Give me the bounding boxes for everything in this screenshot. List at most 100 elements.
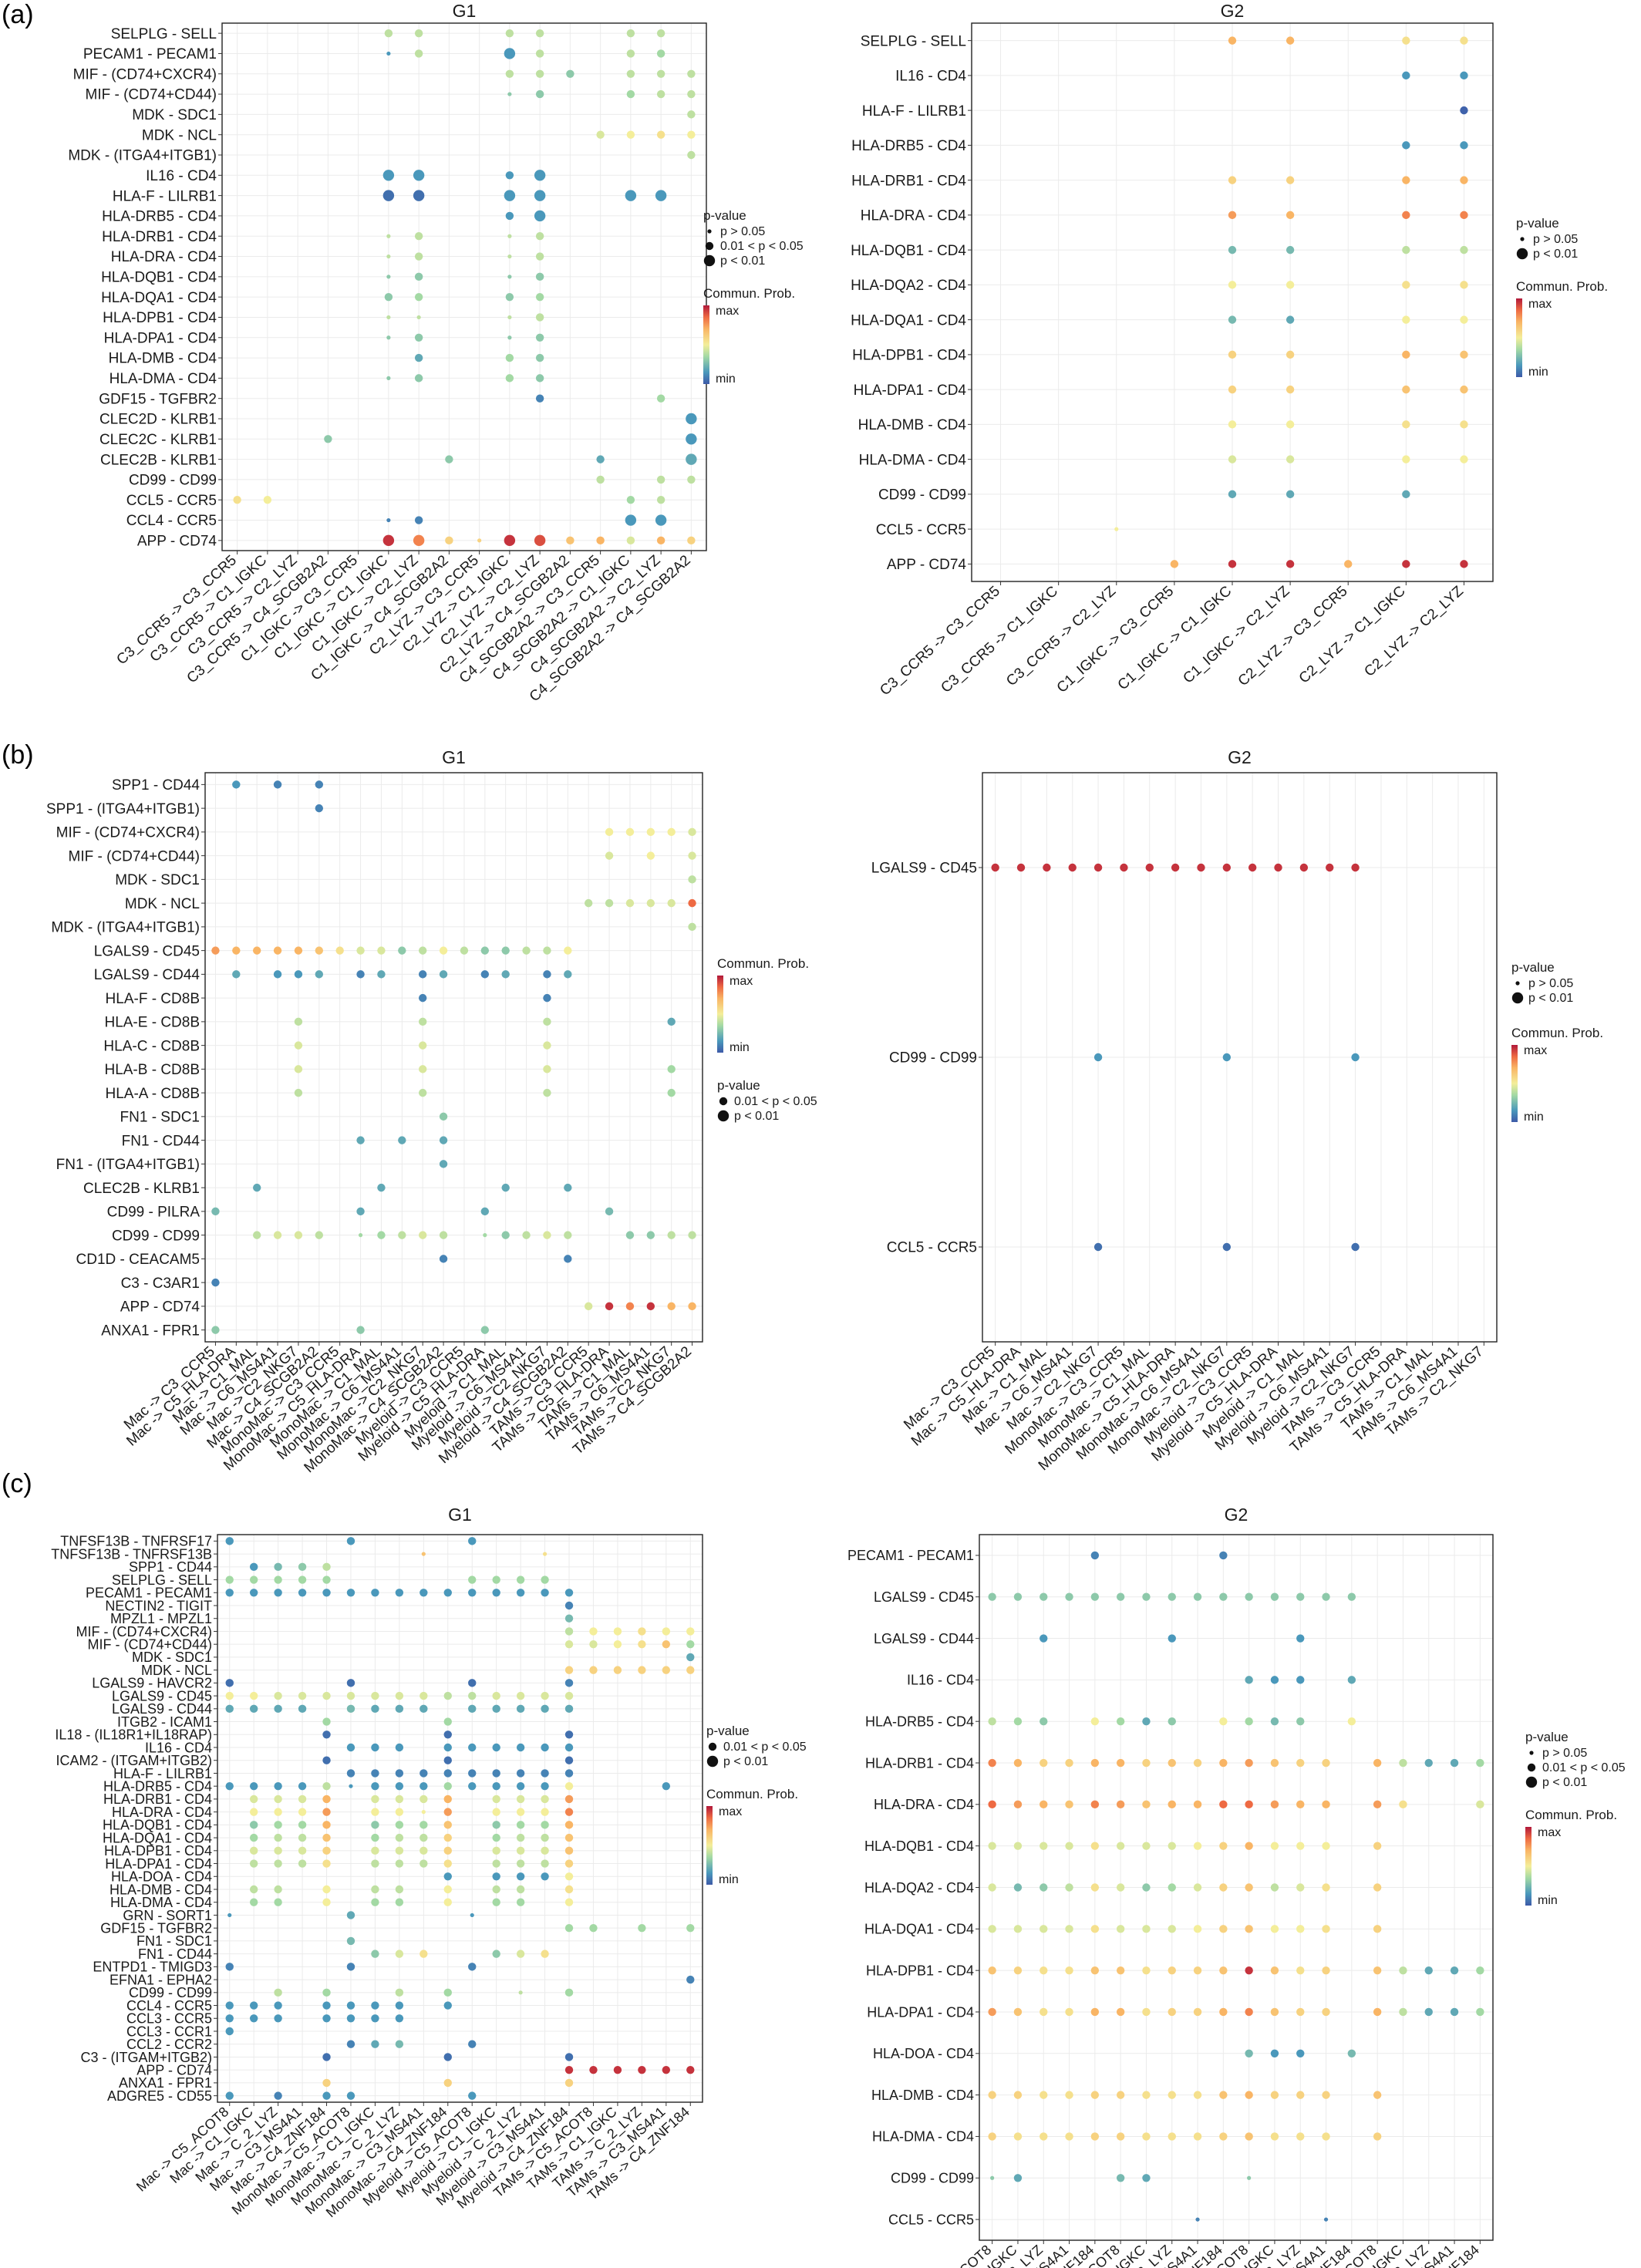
prob-legend-max: max bbox=[730, 975, 753, 988]
data-point bbox=[395, 1691, 404, 1700]
data-point bbox=[1013, 1925, 1023, 1933]
data-point bbox=[386, 254, 391, 259]
data-point bbox=[541, 1859, 549, 1868]
data-point bbox=[543, 1041, 551, 1050]
data-point bbox=[1228, 490, 1237, 499]
data-point bbox=[662, 2065, 671, 2074]
data-point bbox=[1460, 71, 1468, 80]
data-point bbox=[439, 1255, 448, 1263]
data-point bbox=[470, 1912, 474, 1918]
data-point bbox=[492, 1704, 500, 1714]
data-point bbox=[1296, 1758, 1305, 1768]
prob-colorbar bbox=[1516, 298, 1522, 377]
data-point bbox=[1016, 863, 1026, 872]
data-point bbox=[322, 1885, 331, 1894]
data-point bbox=[322, 1730, 331, 1739]
y-tick-label: HLA-DRB5 - CD4 bbox=[102, 209, 217, 225]
data-point bbox=[613, 2065, 622, 2074]
prob-colorbar bbox=[1525, 1827, 1531, 1906]
data-point bbox=[564, 1627, 574, 1636]
data-point bbox=[1219, 2007, 1228, 2017]
y-tick-label: HLA-DRB1 - CD4 bbox=[102, 229, 217, 245]
data-point bbox=[1219, 1551, 1228, 1560]
y-tick-label: MIF - (CD74+CXCR4) bbox=[76, 1624, 212, 1639]
data-point bbox=[638, 1666, 646, 1674]
data-point bbox=[1270, 1966, 1279, 1975]
data-point bbox=[382, 170, 395, 181]
data-point bbox=[395, 1833, 404, 1842]
data-point bbox=[507, 315, 512, 320]
data-point bbox=[1373, 1883, 1382, 1892]
data-point bbox=[249, 1885, 258, 1894]
data-point bbox=[535, 49, 544, 58]
data-point bbox=[371, 1704, 379, 1714]
data-point bbox=[356, 1207, 365, 1216]
data-point bbox=[1120, 863, 1128, 872]
data-point bbox=[535, 292, 544, 302]
prob-legend-max: max bbox=[1538, 1826, 1561, 1839]
data-point bbox=[1270, 2007, 1279, 2017]
data-point bbox=[1090, 1842, 1100, 1850]
data-point bbox=[1219, 1842, 1228, 1850]
data-point bbox=[439, 1112, 448, 1121]
y-tick-label: MDK - (ITGA4+ITGB1) bbox=[51, 920, 200, 936]
data-point bbox=[371, 1885, 379, 1894]
data-point bbox=[395, 1950, 404, 1958]
data-point bbox=[988, 1592, 996, 1601]
data-point bbox=[225, 1781, 234, 1791]
data-point bbox=[566, 69, 575, 78]
data-point bbox=[386, 517, 391, 523]
data-point bbox=[1068, 863, 1077, 872]
data-point bbox=[439, 1136, 448, 1144]
data-point bbox=[564, 1756, 574, 1764]
data-point bbox=[1171, 863, 1180, 872]
data-point bbox=[322, 1756, 331, 1764]
data-point bbox=[1460, 350, 1468, 359]
data-point bbox=[1460, 385, 1468, 394]
data-point bbox=[443, 1781, 452, 1791]
data-point bbox=[418, 1017, 427, 1026]
data-point bbox=[1013, 2132, 1023, 2141]
data-point bbox=[1142, 1966, 1151, 1975]
data-point bbox=[1090, 2132, 1100, 2141]
plot-frame bbox=[217, 1534, 703, 2103]
data-point bbox=[420, 1704, 428, 1714]
y-tick-label: CCL5 - CCR5 bbox=[888, 2212, 974, 2227]
data-point bbox=[1296, 1717, 1305, 1726]
data-point bbox=[225, 1691, 234, 1700]
data-point bbox=[468, 1589, 477, 1597]
data-point bbox=[443, 1846, 452, 1855]
data-point bbox=[1219, 1592, 1228, 1601]
y-tick-label: MIF - (CD74+CD44) bbox=[69, 848, 200, 864]
data-point bbox=[1222, 1242, 1232, 1252]
y-tick-label: LGALS9 - CD45 bbox=[871, 861, 977, 877]
data-point bbox=[638, 2065, 646, 2074]
data-point bbox=[445, 455, 453, 463]
data-point bbox=[505, 211, 514, 221]
data-point bbox=[346, 1769, 355, 1778]
y-tick-label: FN1 - CD44 bbox=[122, 1133, 200, 1149]
data-point bbox=[346, 1911, 355, 1919]
data-point bbox=[686, 453, 697, 465]
data-point bbox=[273, 1231, 282, 1239]
pvalue-legend-dot bbox=[706, 1755, 719, 1768]
pvalue-legend-dot bbox=[1511, 992, 1524, 1004]
data-point bbox=[1286, 315, 1295, 324]
data-point bbox=[443, 1808, 452, 1816]
data-point bbox=[1373, 1966, 1382, 1975]
y-tick-label: ICAM2 - (ITGAM+ITGB2) bbox=[56, 1753, 212, 1768]
data-point bbox=[492, 1821, 500, 1829]
data-point bbox=[418, 993, 427, 1003]
data-point bbox=[274, 2014, 282, 2023]
data-point bbox=[274, 1562, 282, 1572]
data-point bbox=[443, 1730, 452, 1739]
data-point bbox=[322, 1562, 331, 1572]
data-point bbox=[492, 1859, 500, 1868]
data-point bbox=[589, 1666, 598, 1674]
data-point bbox=[516, 1898, 525, 1906]
data-point bbox=[516, 1769, 525, 1778]
data-point bbox=[516, 1950, 525, 1958]
y-tick-label: HLA-DRB5 - CD4 bbox=[865, 1714, 974, 1730]
data-point bbox=[421, 1552, 426, 1556]
pvalue-legend-label: p < 0.01 bbox=[1528, 992, 1573, 1005]
